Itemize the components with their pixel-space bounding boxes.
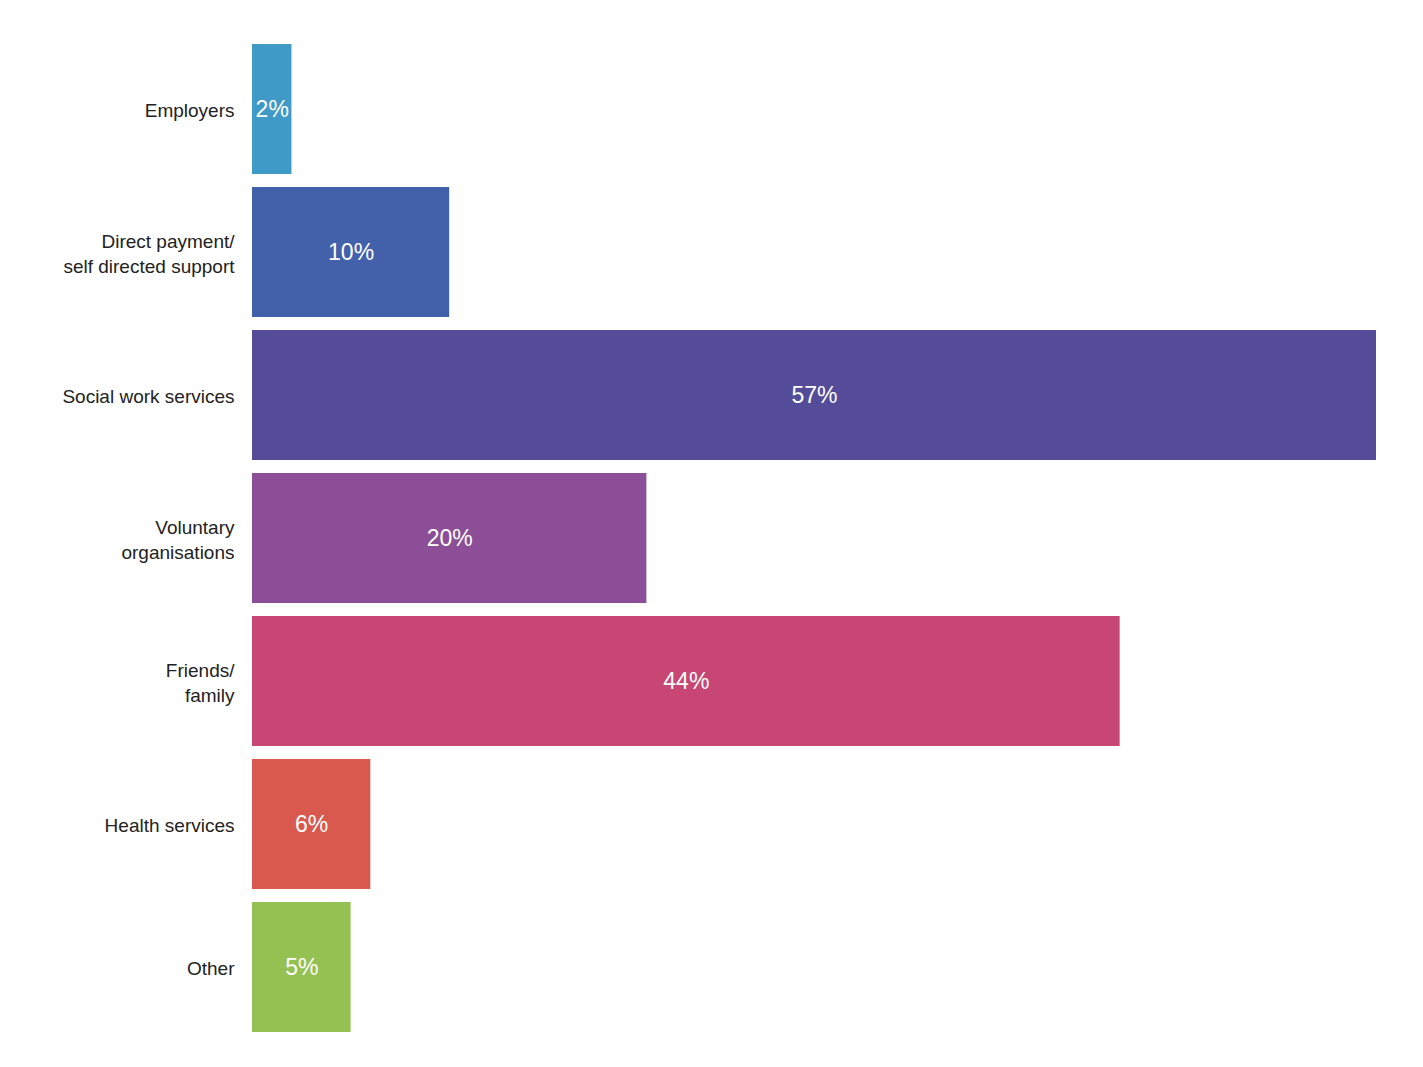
svg-text:Employers: Employers <box>145 100 235 121</box>
svg-text:Other: Other <box>187 958 235 979</box>
svg-text:6%: 6% <box>295 811 328 837</box>
svg-text:Social work services: Social work services <box>62 386 234 407</box>
svg-text:57%: 57% <box>791 382 837 408</box>
svg-text:2%: 2% <box>256 96 289 122</box>
svg-text:44%: 44% <box>663 668 709 694</box>
svg-text:Health services: Health services <box>105 815 235 836</box>
svg-text:10%: 10% <box>328 239 374 265</box>
svg-text:5%: 5% <box>285 954 318 980</box>
svg-text:20%: 20% <box>427 525 473 551</box>
svg-text:Friends/family: Friends/family <box>166 660 235 706</box>
svg-text:Voluntaryorganisations: Voluntaryorganisations <box>121 517 235 563</box>
svg-text:Direct payment/self directed s: Direct payment/self directed support <box>63 231 235 277</box>
